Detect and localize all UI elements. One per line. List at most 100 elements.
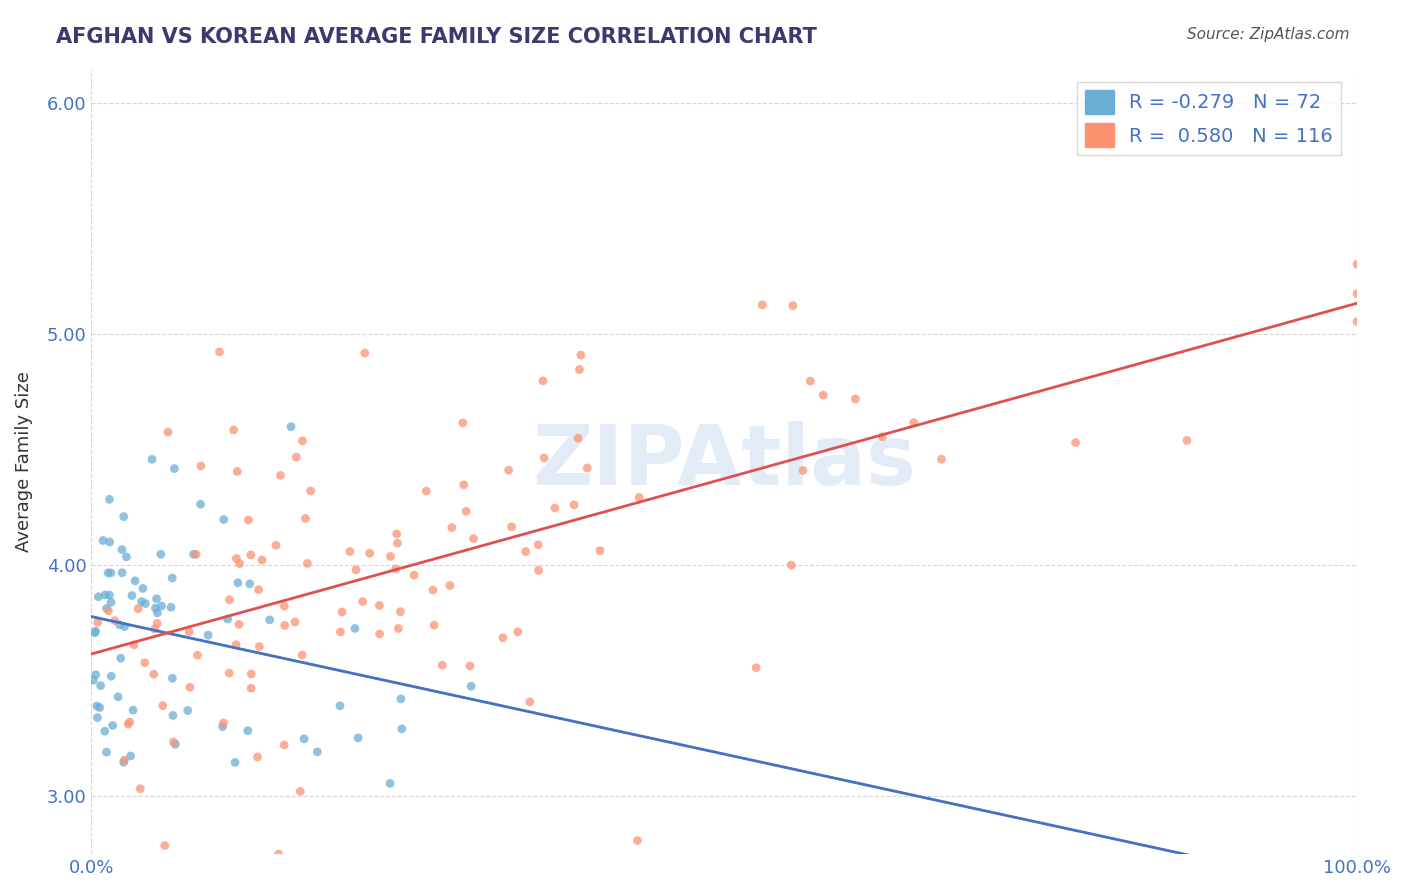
Point bbox=[1346, 314, 1368, 328]
Point bbox=[291, 648, 314, 662]
Point bbox=[872, 430, 894, 444]
Point bbox=[423, 618, 446, 632]
Point bbox=[576, 461, 599, 475]
Point bbox=[239, 577, 262, 591]
Point bbox=[179, 624, 201, 639]
Point bbox=[87, 590, 110, 604]
Point bbox=[162, 735, 184, 749]
Point bbox=[931, 452, 953, 467]
Point bbox=[110, 651, 132, 665]
Point bbox=[273, 599, 295, 613]
Y-axis label: Average Family Size: Average Family Size bbox=[15, 371, 32, 552]
Point bbox=[404, 568, 426, 582]
Point bbox=[544, 501, 567, 516]
Point bbox=[492, 631, 515, 645]
Point bbox=[112, 509, 135, 524]
Point bbox=[84, 667, 107, 681]
Point bbox=[162, 671, 184, 685]
Point bbox=[208, 344, 231, 359]
Point bbox=[274, 618, 297, 632]
Point bbox=[228, 557, 250, 571]
Point bbox=[96, 745, 118, 759]
Point bbox=[1175, 434, 1198, 448]
Point bbox=[141, 452, 163, 467]
Point bbox=[112, 755, 135, 769]
Point bbox=[186, 648, 208, 663]
Point bbox=[162, 708, 184, 723]
Point bbox=[96, 601, 118, 615]
Point bbox=[389, 691, 412, 706]
Point bbox=[217, 612, 239, 626]
Point bbox=[527, 563, 550, 577]
Point bbox=[389, 605, 412, 619]
Point bbox=[527, 538, 550, 552]
Point bbox=[247, 640, 270, 654]
Point bbox=[145, 601, 167, 615]
Point bbox=[329, 624, 352, 639]
Point bbox=[134, 597, 156, 611]
Point bbox=[368, 627, 391, 641]
Point bbox=[160, 600, 183, 615]
Point bbox=[745, 661, 768, 675]
Point bbox=[284, 615, 307, 629]
Point bbox=[124, 574, 146, 588]
Text: Source: ZipAtlas.com: Source: ZipAtlas.com bbox=[1187, 27, 1350, 42]
Point bbox=[122, 638, 145, 652]
Point bbox=[117, 717, 139, 731]
Point bbox=[515, 544, 537, 558]
Point bbox=[177, 704, 200, 718]
Point bbox=[218, 592, 240, 607]
Point bbox=[179, 681, 201, 695]
Text: AFGHAN VS KOREAN AVERAGE FAMILY SIZE CORRELATION CHART: AFGHAN VS KOREAN AVERAGE FAMILY SIZE COR… bbox=[56, 27, 817, 46]
Point bbox=[264, 538, 287, 552]
Point bbox=[844, 392, 866, 406]
Point bbox=[101, 718, 124, 732]
Point bbox=[218, 666, 240, 681]
Point bbox=[149, 547, 172, 561]
Point bbox=[368, 599, 391, 613]
Point bbox=[799, 374, 821, 388]
Point bbox=[228, 617, 250, 632]
Point bbox=[226, 465, 249, 479]
Point bbox=[107, 690, 129, 704]
Point bbox=[567, 431, 589, 445]
Point bbox=[152, 698, 174, 713]
Point bbox=[108, 617, 131, 632]
Point bbox=[97, 604, 120, 618]
Point bbox=[343, 621, 366, 635]
Point bbox=[98, 535, 121, 549]
Point bbox=[453, 478, 475, 492]
Point bbox=[291, 434, 314, 448]
Point bbox=[519, 695, 541, 709]
Point bbox=[226, 575, 249, 590]
Point bbox=[82, 673, 104, 688]
Point bbox=[134, 656, 156, 670]
Point bbox=[98, 588, 121, 602]
Point bbox=[129, 781, 152, 796]
Point bbox=[456, 504, 478, 518]
Point bbox=[131, 594, 153, 608]
Point bbox=[212, 512, 235, 526]
Point bbox=[628, 491, 651, 505]
Point bbox=[183, 547, 205, 561]
Point bbox=[84, 624, 107, 639]
Point bbox=[111, 566, 134, 580]
Point bbox=[267, 847, 290, 862]
Point bbox=[359, 546, 381, 560]
Point bbox=[347, 731, 370, 745]
Point bbox=[238, 513, 260, 527]
Point bbox=[531, 374, 554, 388]
Point bbox=[132, 582, 155, 596]
Point bbox=[751, 298, 773, 312]
Point bbox=[294, 511, 316, 525]
Point bbox=[86, 698, 108, 713]
Point bbox=[225, 551, 247, 566]
Point bbox=[380, 549, 402, 564]
Point bbox=[780, 558, 803, 573]
Point bbox=[415, 484, 437, 499]
Point bbox=[391, 722, 413, 736]
Text: ZIPAtlas: ZIPAtlas bbox=[533, 421, 917, 502]
Point bbox=[211, 720, 233, 734]
Point bbox=[236, 723, 259, 738]
Point bbox=[143, 622, 166, 636]
